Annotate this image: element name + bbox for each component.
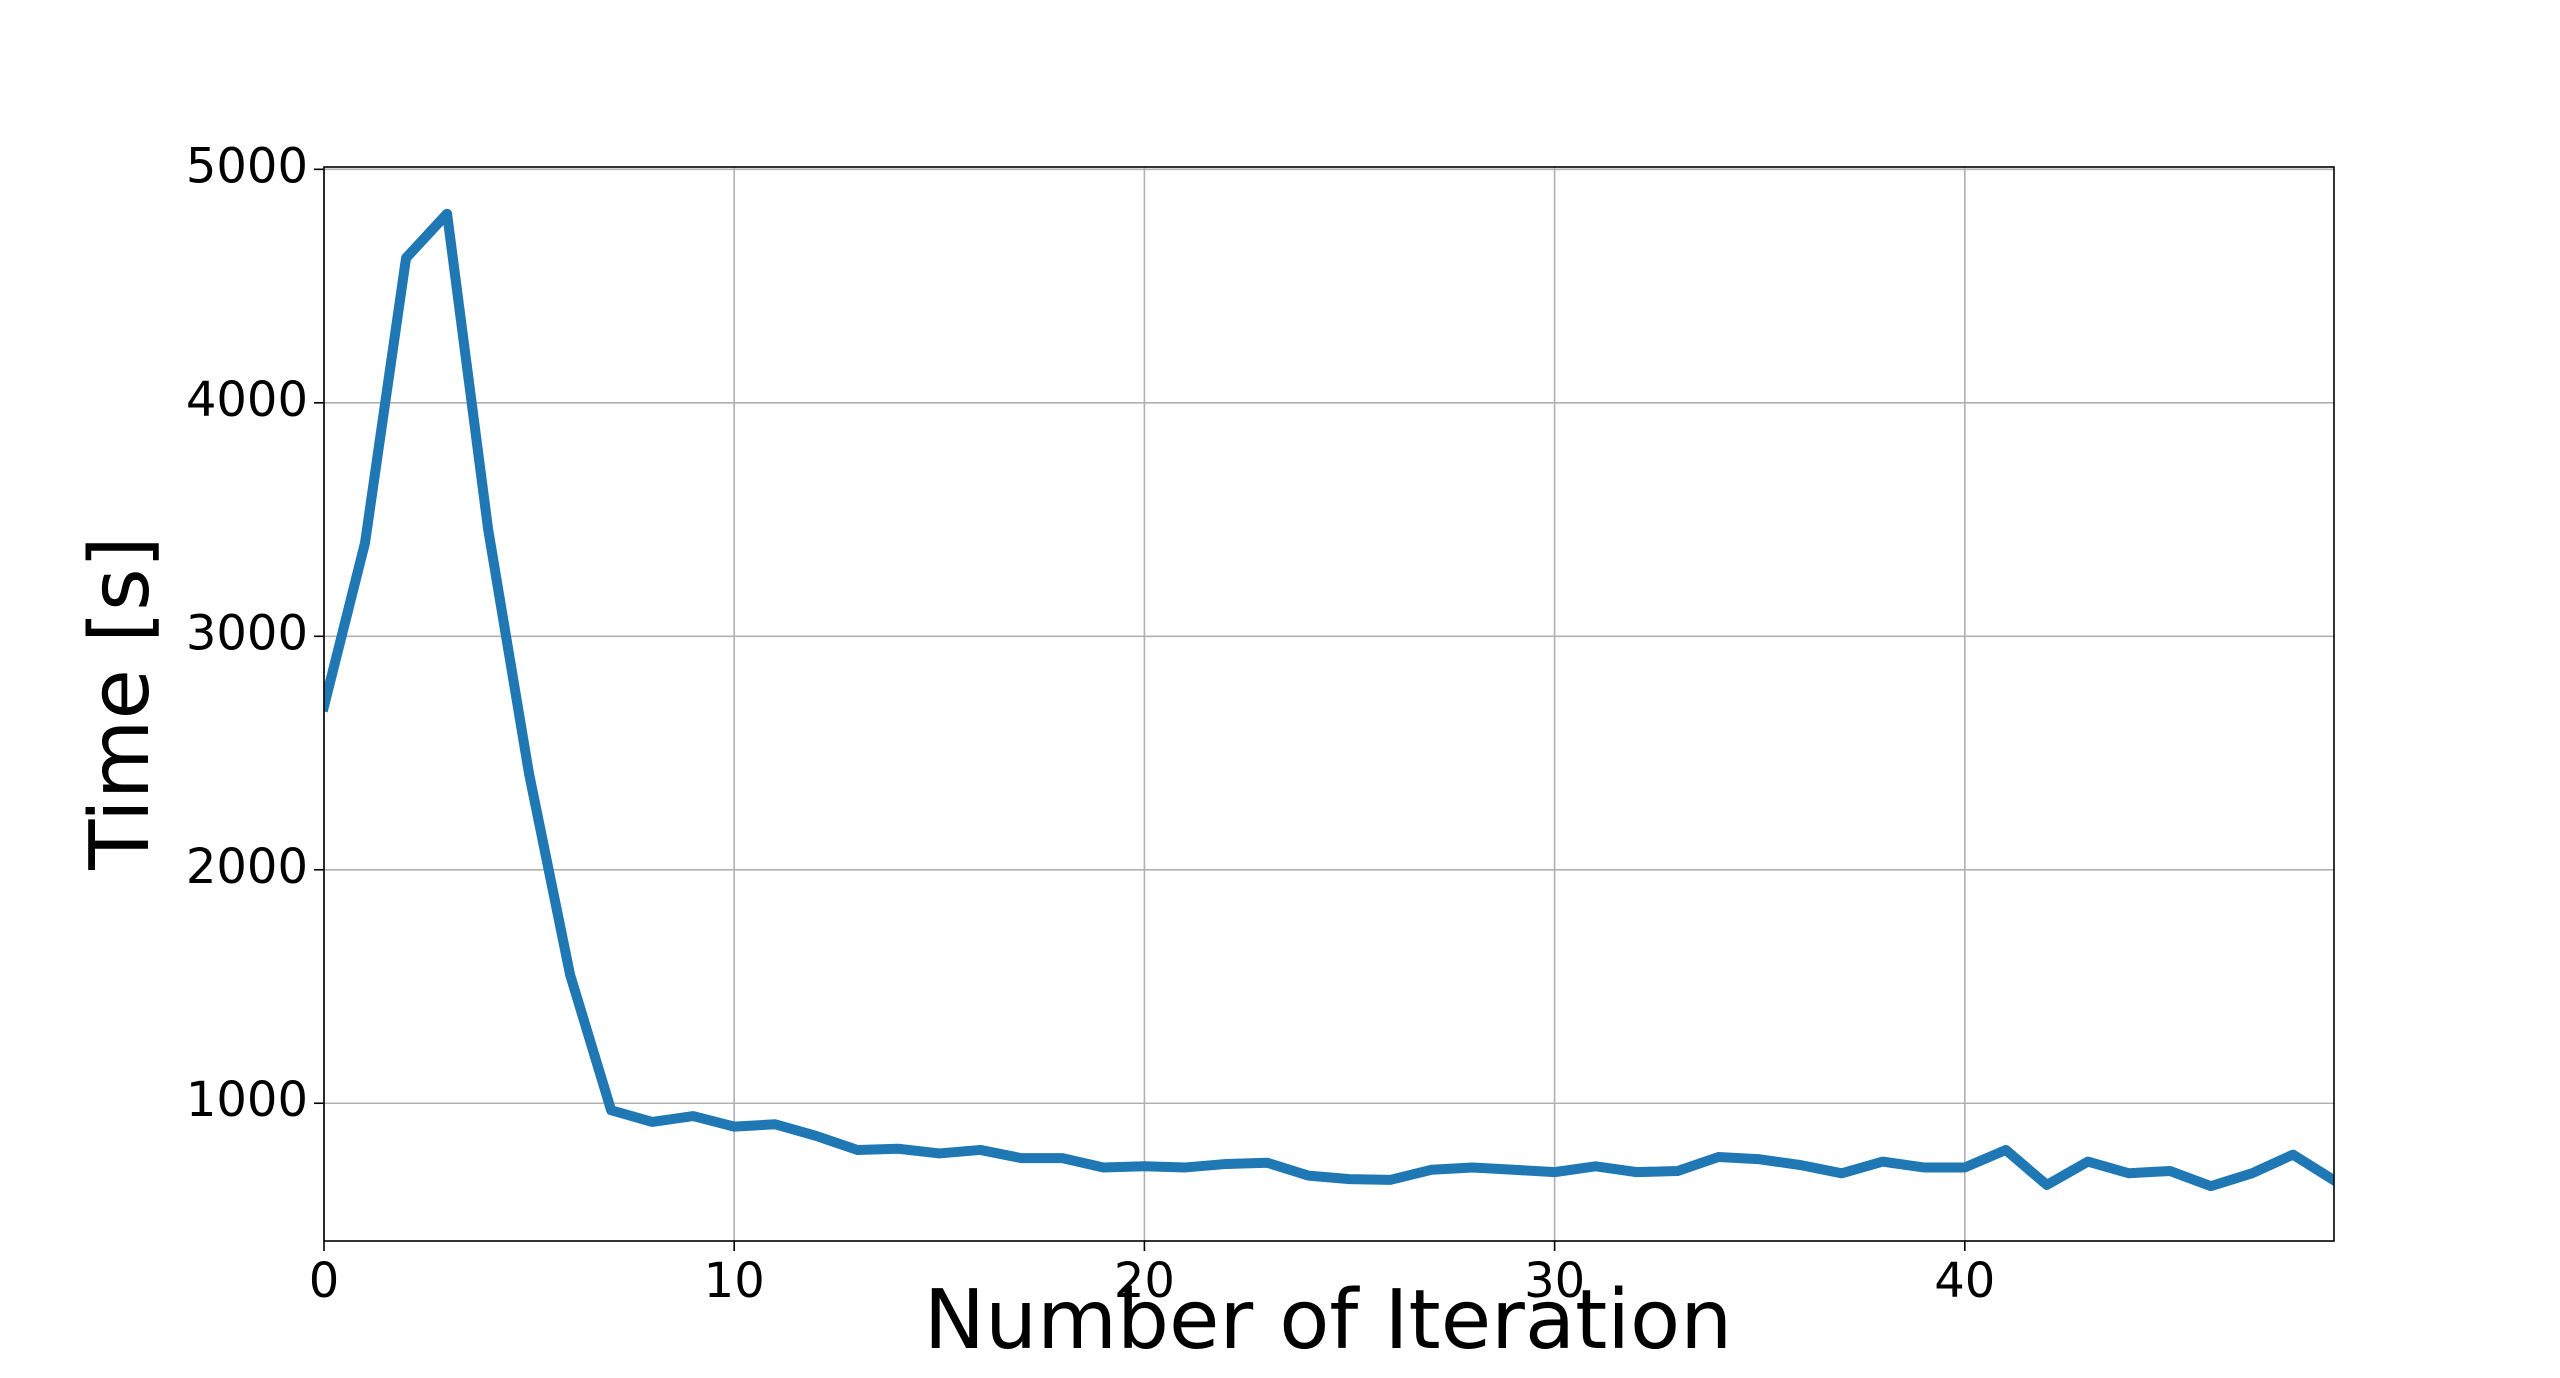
y-tick-label: 4000 xyxy=(186,372,308,428)
y-tick-label: 2000 xyxy=(186,839,308,895)
data-line xyxy=(324,208,2334,1192)
x-tick-label: 40 xyxy=(1934,1253,1995,1309)
y-tick-label: 5000 xyxy=(186,138,308,194)
x-tick-label: 20 xyxy=(1114,1253,1175,1309)
plot-frame xyxy=(323,166,2335,1242)
x-tick-label: 30 xyxy=(1524,1253,1585,1309)
y-tick-label: 1000 xyxy=(186,1072,308,1128)
x-tick-label: 10 xyxy=(704,1253,765,1309)
x-axis-label: Number of Iteration xyxy=(924,1273,1732,1368)
x-tick-label: 0 xyxy=(309,1253,340,1309)
y-axis-label: Time [s] xyxy=(73,536,168,870)
y-tick-label: 3000 xyxy=(186,605,308,661)
